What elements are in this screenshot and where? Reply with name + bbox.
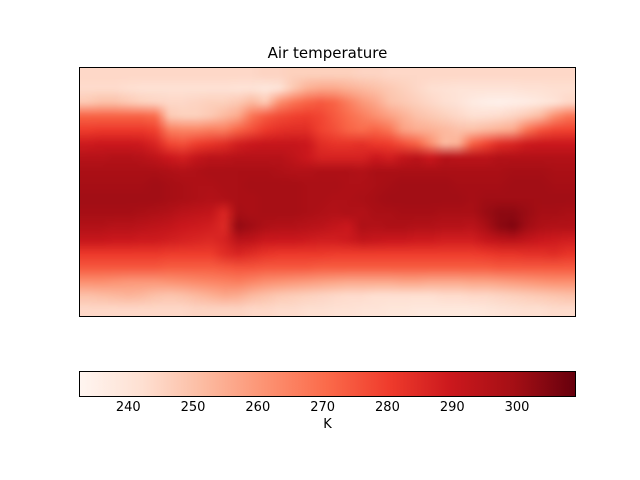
colorbar-tick-label: 280 [375,400,400,415]
colorbar-tick-label: 290 [439,400,465,415]
colorbar-tick-label: 250 [180,400,206,415]
heatmap-canvas [80,68,575,316]
colorbar-tick-label: 300 [504,400,530,415]
map-axes [79,67,576,317]
colorbar-axis-label: K [323,417,332,432]
colorbar [79,371,576,397]
colorbar-tick-label: 240 [115,400,141,415]
chart-title: Air temperature [267,44,388,62]
colorbar-tick-label: 260 [245,400,271,415]
colorbar-gradient [80,372,575,396]
colorbar-ticks: 240 250 260 270 280 290 300 [79,400,576,415]
colorbar-tick-label: 270 [310,400,336,415]
